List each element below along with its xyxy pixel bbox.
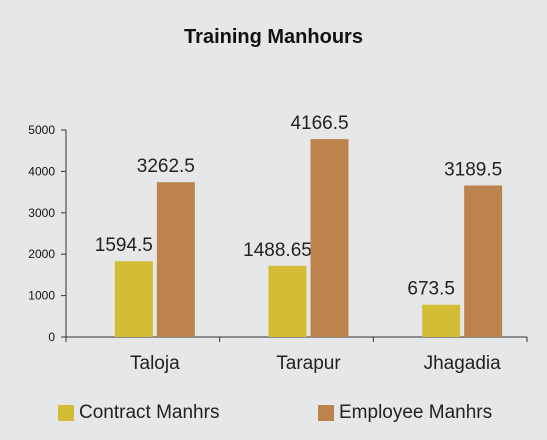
x-tick-label-jhagadia: Jhagadia bbox=[424, 353, 502, 374]
bar-contract-jhagadia bbox=[422, 304, 461, 337]
y-tick-label: 0 bbox=[48, 330, 55, 344]
data-label-employee-taloja: 3262.5 bbox=[137, 156, 195, 177]
x-tick-label-taloja: Taloja bbox=[130, 353, 180, 374]
bar-employee-tarapur bbox=[310, 139, 349, 337]
bar-employee-jhagadia bbox=[464, 185, 503, 337]
data-label-contract-taloja: 1594.5 bbox=[95, 235, 153, 256]
x-tick-label-tarapur: Tarapur bbox=[276, 353, 341, 374]
data-label-employee-tarapur: 4166.5 bbox=[290, 113, 348, 134]
legend-label-contract: Contract Manhrs bbox=[79, 402, 220, 423]
data-label-employee-jhagadia: 3189.5 bbox=[444, 159, 502, 180]
y-tick-label: 2000 bbox=[28, 247, 55, 261]
y-tick-label: 5000 bbox=[28, 123, 55, 137]
legend-swatch-employee bbox=[318, 405, 334, 421]
y-tick-label: 1000 bbox=[28, 289, 55, 303]
data-label-contract-jhagadia: 673.5 bbox=[407, 279, 455, 300]
chart-title: Training Manhours bbox=[184, 26, 363, 48]
legend-item-employee: Employee Manhrs bbox=[318, 402, 492, 424]
y-tick-label: 3000 bbox=[28, 206, 55, 220]
y-tick-label: 4000 bbox=[28, 164, 55, 178]
data-label-contract-tarapur: 1488.65 bbox=[243, 240, 312, 261]
legend-label-employee: Employee Manhrs bbox=[339, 402, 493, 423]
bar-contract-tarapur bbox=[268, 265, 307, 337]
bar-contract-taloja bbox=[114, 261, 153, 337]
bar-employee-taloja bbox=[156, 182, 195, 337]
legend-swatch-contract bbox=[58, 405, 74, 421]
legend-item-contract: Contract Manhrs bbox=[58, 402, 219, 424]
